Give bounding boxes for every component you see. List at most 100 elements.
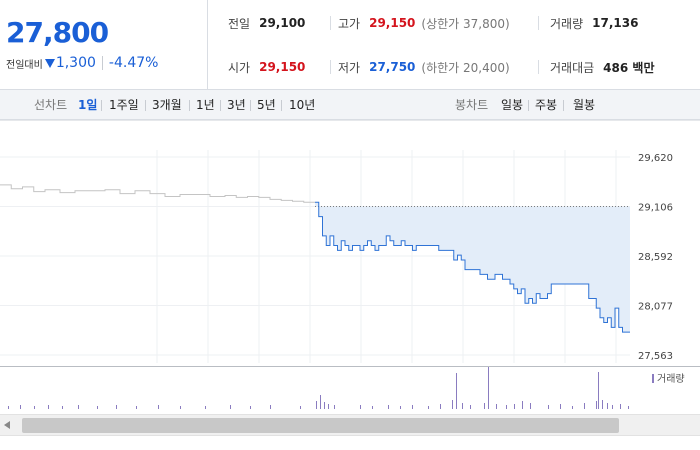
- volume-bar: [470, 405, 471, 409]
- chart-area: 29,620 29,106 28,592 28,077 27,563 거래량: [0, 120, 700, 410]
- period-1d[interactable]: 1일: [78, 98, 98, 112]
- volume-bar: [270, 405, 271, 409]
- volume-bar: [334, 405, 335, 409]
- divider: [220, 100, 221, 111]
- divider: [563, 100, 564, 111]
- volume-label: 거래량: [550, 16, 584, 31]
- volume-chart: [8, 367, 629, 409]
- volume-bar: [230, 405, 231, 409]
- chart-toolbar: 선차트 1일 1주일 3개월 1년 3년 5년 10년 봉차트 일봉 주봉 월봉: [0, 90, 700, 120]
- volume-bar: [324, 402, 325, 409]
- volume-bar: [602, 400, 603, 409]
- volume-bar: [488, 367, 489, 409]
- volume-bar: [328, 404, 329, 409]
- price-summary: 27,800 전일대비 1,300 -4.47% 전일 29,100 고가 29…: [0, 0, 700, 90]
- period-3m[interactable]: 3개월: [152, 98, 182, 112]
- divider: [330, 60, 331, 74]
- today-price-line: [315, 201, 630, 333]
- volume-bar: [360, 405, 361, 409]
- high-label: 고가: [338, 16, 361, 31]
- y-tick-label: 27,563: [638, 351, 673, 362]
- divider: [101, 100, 102, 111]
- period-5y[interactable]: 5년: [257, 98, 276, 112]
- lower-limit: (하한가 20,400): [421, 60, 510, 75]
- volume-bar: [400, 406, 401, 409]
- previous-day-line: [0, 184, 315, 203]
- candle-daily[interactable]: 일봉: [501, 98, 524, 112]
- y-tick-label: 29,106: [638, 202, 673, 213]
- volume-bar: [412, 405, 413, 409]
- volume-bar: [522, 401, 523, 409]
- open-value: 29,150: [259, 60, 306, 74]
- divider: [189, 100, 190, 111]
- change-label: 전일대비: [6, 59, 43, 71]
- volume-bar: [320, 395, 321, 409]
- y-tick-label: 28,077: [638, 302, 673, 313]
- volume-legend: 거래량: [652, 373, 685, 385]
- candle-chart-title: 봉차트: [455, 98, 489, 112]
- chart-scrollbar[interactable]: [0, 414, 700, 436]
- volume-bar: [506, 405, 507, 409]
- period-10y[interactable]: 10년: [289, 98, 316, 112]
- volume-bar: [598, 372, 599, 409]
- volume-bar: [8, 406, 9, 409]
- prev-close-label: 전일: [228, 16, 251, 31]
- open-price: 시가 29,150: [228, 57, 305, 77]
- y-axis: 29,620 29,106 28,592 28,077 27,563: [638, 153, 673, 362]
- today-fill-area: [315, 202, 630, 333]
- volume-bar: [116, 405, 117, 409]
- volume-bar: [440, 404, 441, 409]
- divider: [538, 16, 539, 30]
- y-tick-label: 28,592: [638, 252, 673, 263]
- current-price: 27,800: [6, 16, 109, 49]
- volume-bar: [34, 406, 35, 409]
- volume-bar: [462, 403, 463, 409]
- volume-value: 17,136: [592, 16, 639, 30]
- period-3y[interactable]: 3년: [227, 98, 246, 112]
- volume-bar: [62, 406, 63, 409]
- volume-bar: [372, 406, 373, 409]
- volume-bar: [250, 406, 251, 409]
- divider: [145, 100, 146, 111]
- period-1y[interactable]: 1년: [196, 98, 215, 112]
- volume-bar: [300, 406, 301, 409]
- volume-bar: [316, 401, 317, 409]
- candle-weekly[interactable]: 주봉: [535, 98, 558, 112]
- low-value: 27,750: [369, 60, 416, 74]
- change-row: 전일대비 1,300 -4.47%: [6, 53, 158, 73]
- volume-bar: [97, 406, 98, 409]
- prev-close-value: 29,100: [259, 16, 306, 30]
- volume-bar: [628, 406, 629, 409]
- change-percent: -4.47%: [108, 55, 159, 71]
- volume-bar: [180, 406, 181, 409]
- y-tick-label: 29,620: [638, 153, 673, 164]
- volume-bar: [428, 406, 429, 409]
- upper-limit: (상한가 37,800): [421, 16, 510, 31]
- volume-bar: [560, 404, 561, 409]
- prev-close: 전일 29,100: [228, 13, 305, 33]
- open-label: 시가: [228, 60, 251, 75]
- scroll-left-arrow-icon[interactable]: [4, 421, 10, 429]
- divider: [281, 100, 282, 111]
- volume-bar: [548, 405, 549, 409]
- change-divider: [101, 56, 103, 70]
- high-value: 29,150: [369, 16, 416, 30]
- volume-bar: [456, 373, 457, 409]
- divider: [330, 16, 331, 30]
- volume-bar: [530, 403, 531, 409]
- price-box: 27,800 전일대비 1,300 -4.47%: [0, 0, 208, 90]
- volume-bar: [205, 406, 206, 409]
- divider: [528, 100, 529, 111]
- period-1w[interactable]: 1주일: [109, 98, 139, 112]
- volume-legend-label: 거래량: [657, 373, 685, 385]
- volume-bar: [158, 405, 159, 409]
- volume-bar: [596, 401, 597, 409]
- volume-bar: [514, 404, 515, 409]
- divider: [538, 60, 539, 74]
- scroll-thumb[interactable]: [22, 418, 619, 433]
- low-price: 저가 27,750 (하한가 20,400): [338, 57, 510, 77]
- candle-monthly[interactable]: 월봉: [573, 98, 596, 112]
- amount-label: 거래대금: [550, 60, 595, 75]
- volume-bar: [496, 404, 497, 409]
- volume-bar: [484, 403, 485, 409]
